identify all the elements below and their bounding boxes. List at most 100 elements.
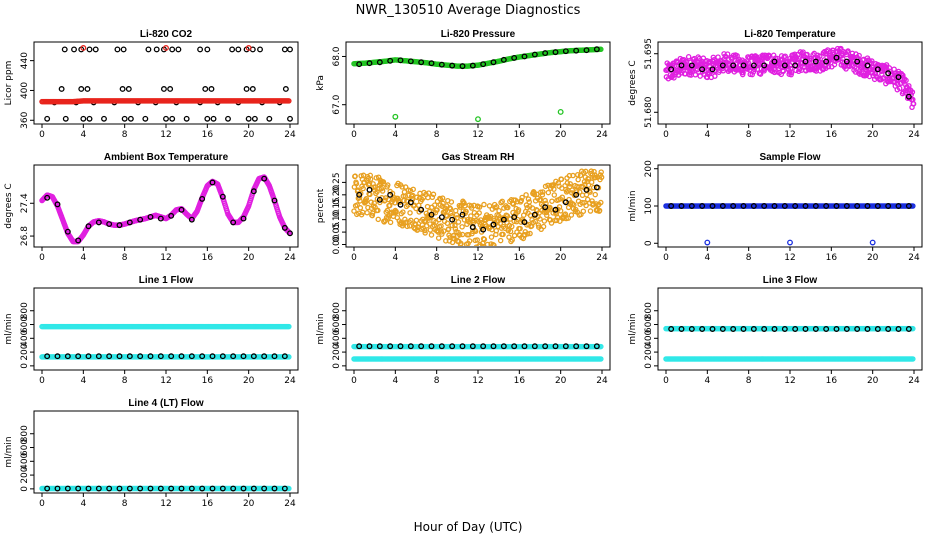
data-point [44, 353, 51, 360]
data-point [366, 186, 373, 193]
data-point [730, 62, 737, 69]
x-tick-label: 24 [908, 253, 920, 263]
data-point [204, 46, 211, 53]
data-point [64, 485, 71, 492]
data-point [740, 69, 746, 76]
data-point [740, 203, 747, 209]
data-point [506, 234, 512, 240]
data-point [532, 218, 538, 225]
data-point [525, 196, 532, 202]
panel-title: Li-820 CO2 [140, 29, 193, 40]
data-point [287, 46, 293, 53]
data-point [539, 192, 546, 198]
y-tick-label: 440 [20, 52, 30, 69]
data-point [788, 69, 795, 76]
y-tick-label: 600 [20, 316, 30, 333]
data-point [402, 216, 408, 223]
data-point [854, 203, 861, 209]
data-point [101, 115, 107, 122]
y-tick-label: 0.20 [332, 185, 342, 205]
data-point [507, 228, 514, 235]
x-tick-label: 4 [392, 130, 398, 140]
data-point [885, 70, 892, 77]
data-point [61, 46, 68, 53]
data-point [761, 203, 768, 209]
data-point [505, 204, 511, 211]
data-point [590, 201, 597, 207]
data-point [402, 184, 409, 190]
data-point [410, 186, 416, 193]
data-point [428, 211, 435, 218]
data-point [583, 47, 590, 54]
y-axis-label: degrees C [628, 60, 638, 105]
panel-4: Ambient Box Temperature 0 4 8 12 16 20 24 26.8 27… [4, 152, 299, 263]
data-point [287, 230, 293, 237]
panel-6: Sample Flow 0 4 8 12 16 20 24 0 100 200 ml/min [628, 152, 923, 263]
data-point [491, 242, 497, 246]
panel-title: Line 3 Flow [763, 275, 818, 286]
x-tick-label: 4 [704, 130, 710, 140]
data-point [261, 353, 268, 360]
data-point [459, 231, 466, 238]
data-point [561, 198, 568, 205]
data-point [885, 203, 892, 209]
data-point [557, 218, 563, 224]
data-point [557, 108, 564, 115]
data-point [438, 343, 445, 350]
data-point [476, 210, 482, 216]
data-point [249, 86, 256, 92]
data-point [375, 207, 381, 214]
y-tick-label: 0.05 [332, 222, 342, 242]
data-point [433, 219, 439, 225]
data-point [802, 58, 809, 65]
data-point [515, 207, 522, 213]
data-point [699, 326, 706, 332]
data-point [44, 194, 51, 201]
y-axis-label: degrees C [4, 183, 14, 228]
data-point [551, 192, 558, 198]
data-point [271, 485, 278, 492]
data-point [825, 63, 832, 70]
y-tick-label: 0 [644, 363, 654, 369]
data-point [598, 199, 604, 206]
data-point [209, 353, 216, 360]
data-point [363, 198, 369, 205]
data-point [575, 172, 581, 178]
data-point [407, 343, 414, 350]
x-tick-label: 24 [908, 130, 920, 140]
data-point [71, 46, 77, 53]
data-point [504, 213, 511, 219]
plot-area [39, 174, 293, 245]
panel-title: Ambient Box Temperature [104, 152, 229, 163]
data-point [369, 210, 376, 216]
data-point [459, 343, 466, 350]
data-point [168, 212, 175, 219]
data-point [678, 62, 685, 69]
data-point [137, 485, 144, 492]
data-point [356, 343, 363, 350]
x-tick-label: 20 [867, 253, 879, 263]
plot-area [39, 45, 293, 122]
data-point [576, 189, 583, 195]
data-point [445, 226, 452, 232]
data-point [787, 239, 793, 246]
data-point [85, 353, 92, 360]
data-point [598, 174, 605, 180]
x-tick-label: 20 [867, 130, 879, 140]
data-point [552, 343, 559, 350]
data-point [521, 343, 528, 350]
data-point [500, 216, 507, 223]
data-point [854, 326, 861, 332]
data-point [526, 199, 533, 205]
data-point [438, 61, 445, 68]
data-point [531, 191, 538, 198]
data-point [393, 208, 399, 215]
data-point [802, 326, 809, 332]
x-tick-label: 12 [784, 253, 795, 263]
x-tick-label: 20 [243, 376, 255, 386]
data-point [178, 353, 185, 360]
x-tick-label: 8 [122, 130, 128, 140]
x-tick-label: 0 [663, 376, 669, 386]
data-point [540, 189, 546, 195]
